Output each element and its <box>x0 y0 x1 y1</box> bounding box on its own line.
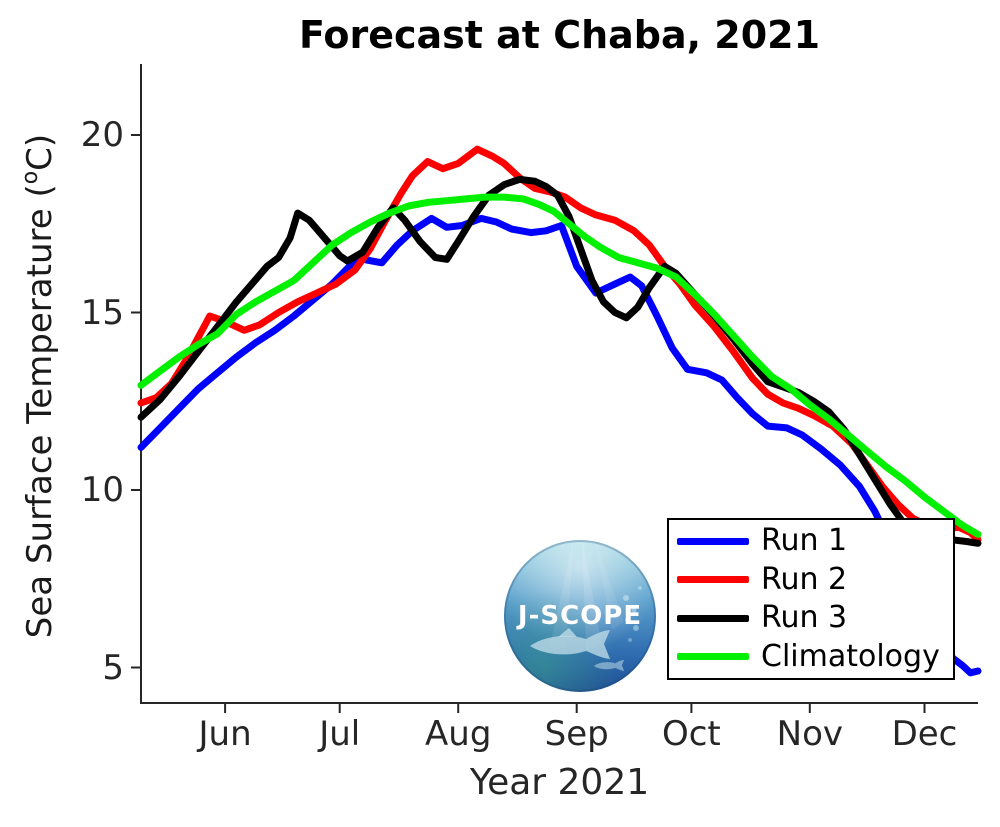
y-axis-label-text: Sea Surface Temperature ( <box>20 184 60 639</box>
legend-line-sample-climatology <box>677 653 749 661</box>
climatology-line <box>137 193 982 538</box>
legend: Run 1 Run 2 Run 3 Climatology <box>667 518 955 680</box>
legend-label-climatology: Climatology <box>761 638 940 674</box>
degree-superscript: o <box>18 170 43 185</box>
axes-spines <box>140 64 978 704</box>
bubbles <box>623 586 642 642</box>
chart-title: Forecast at Chaba, 2021 <box>298 13 821 57</box>
legend-entry-run-2: Run 2 <box>677 561 953 597</box>
legend-label-run-1: Run 1 <box>761 523 848 559</box>
run-3-line <box>137 175 982 547</box>
x-tick-label-jun: Jun <box>198 714 252 754</box>
jscope-logo-text: J-SCOPE <box>516 601 642 631</box>
legend-line-sample-run-3 <box>677 614 749 622</box>
fish-silhouette <box>530 628 610 659</box>
y-tick-label-15: 15 <box>80 292 124 333</box>
logo-teal-tint <box>504 540 656 692</box>
legend-label-run-2: Run 2 <box>761 561 848 597</box>
y-tick-label-10: 10 <box>80 470 124 510</box>
x-tick-label-oct: Oct <box>661 714 721 754</box>
x-tick-label-sep: Sep <box>544 714 609 754</box>
small-fish-silhouette <box>593 659 625 671</box>
legend-line-sample-run-2 <box>677 576 749 584</box>
x-tick-label-dec: Dec <box>891 714 958 754</box>
x-tick-label-jul: Jul <box>319 714 361 754</box>
x-axis-label: Year 2021 <box>469 762 650 803</box>
x-tick-label-aug: Aug <box>425 714 492 754</box>
x-tick-label-nov: Nov <box>776 714 843 754</box>
legend-entry-run-1: Run 1 <box>677 524 953 558</box>
y-tick-label-5: 5 <box>102 647 124 688</box>
legend-entry-run-3: Run 3 <box>677 601 953 635</box>
legend-label-run-3: Run 3 <box>761 600 848 636</box>
y-tick-label-20: 20 <box>80 115 124 155</box>
y-axis-label: Sea Surface Temperature (oC) <box>18 106 62 666</box>
legend-entry-climatology: Climatology <box>677 638 953 674</box>
logo-rim <box>504 540 656 692</box>
jscope-logo: J-SCOPE <box>504 540 656 692</box>
legend-line-sample-run-1 <box>677 537 749 545</box>
run-1-line <box>137 214 982 677</box>
y-axis-label-unit: C) <box>20 133 60 171</box>
